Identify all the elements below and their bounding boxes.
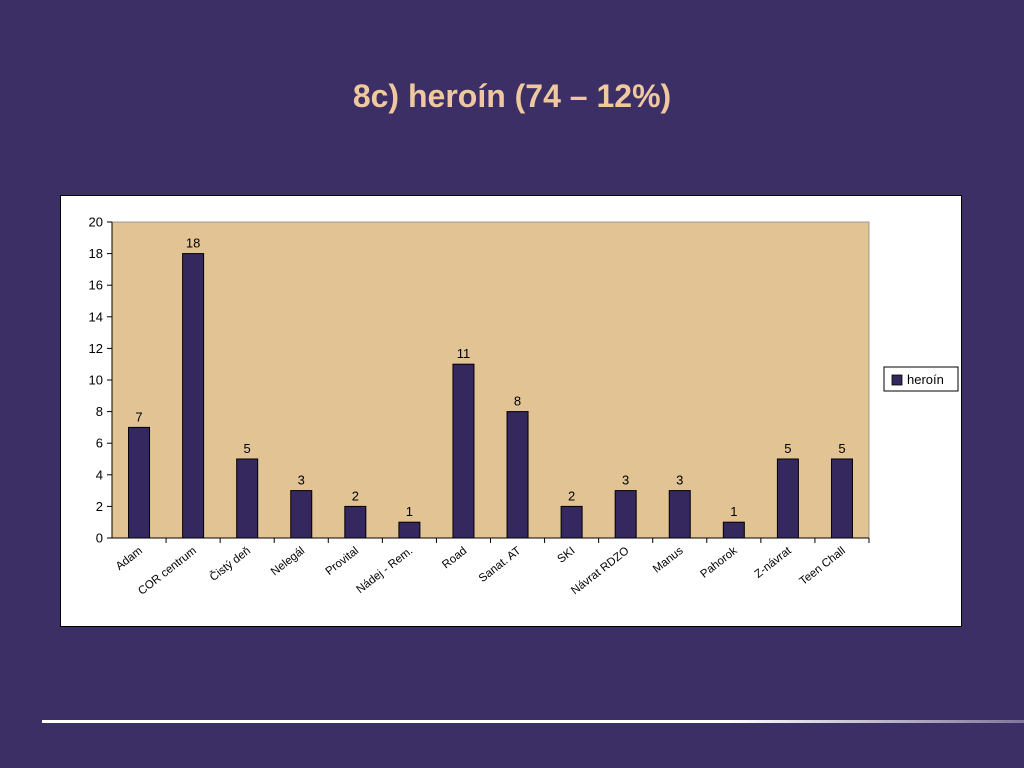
x-tick-label: Provital (324, 545, 362, 578)
bar (506, 411, 529, 539)
y-tick-label: 20 (89, 215, 103, 230)
x-tick-label: Návrat RDZO (569, 545, 631, 597)
x-tick-label: Z-návrat (753, 544, 795, 580)
data-label: 18 (186, 236, 200, 251)
y-tick-label: 14 (89, 309, 103, 324)
data-label: 5 (838, 441, 845, 456)
x-tick-label: Pahorok (699, 545, 740, 581)
data-label: 5 (784, 441, 791, 456)
data-label: 11 (457, 346, 471, 361)
data-label: 1 (730, 504, 737, 519)
data-label: 5 (244, 441, 251, 456)
bar (344, 505, 367, 539)
bar (560, 505, 583, 539)
y-tick-label: 12 (89, 341, 103, 356)
bar (722, 521, 745, 539)
data-label: 3 (622, 473, 629, 488)
y-tick-label: 6 (96, 436, 103, 451)
data-label: 2 (568, 488, 575, 503)
bar (776, 458, 799, 539)
y-tick-label: 18 (89, 246, 103, 261)
y-tick-label: 0 (96, 531, 103, 546)
bar (182, 253, 205, 539)
bar (398, 521, 421, 539)
legend: heroín (883, 366, 959, 392)
x-tick-label: Nelegál (269, 545, 307, 578)
x-tick-label: Čistý deň (207, 544, 253, 584)
x-tick-label: Sanat. AT (477, 545, 524, 585)
bar (290, 490, 313, 539)
legend-label: heroín (907, 372, 944, 387)
bar (236, 458, 259, 539)
x-tick-label: SKI (555, 545, 577, 566)
slide-title: 8c) heroín (74 – 12%) (352, 78, 672, 114)
bar (668, 490, 691, 539)
bar (452, 363, 475, 539)
data-label: 8 (514, 394, 521, 409)
data-label: 3 (298, 473, 305, 488)
x-tick-label: Nádej - Rem. (354, 545, 415, 596)
chart-container: 7 18 5 3 2 1 11 8 2 3 3 1 5 5 0 2 4 6 8 10 12 14 16 18 20 Adam C… (60, 195, 962, 627)
x-tick-label: Manus (651, 545, 686, 576)
y-tick-label: 10 (89, 373, 103, 388)
data-label: 2 (352, 488, 359, 503)
x-tick-label: Teen Chall (798, 545, 848, 588)
y-tick-label: 2 (96, 499, 103, 514)
y-tick-label: 16 (89, 278, 103, 293)
x-tick-label: COR centrum (136, 545, 199, 598)
footer-divider (42, 720, 1024, 723)
bar (830, 458, 853, 539)
x-tick-label: Road (440, 545, 469, 571)
y-tick-label: 8 (96, 404, 103, 419)
bar (614, 490, 637, 539)
plot-area (111, 221, 870, 539)
legend-swatch (891, 374, 903, 386)
data-label: 3 (676, 473, 683, 488)
bars (128, 253, 853, 539)
bar (128, 426, 151, 539)
data-label: 1 (406, 504, 413, 519)
y-tick-label: 4 (96, 467, 103, 482)
y-ticks: 0 2 4 6 8 10 12 14 16 18 20 (89, 215, 112, 546)
data-label: 7 (135, 409, 142, 424)
x-tick-label: Adam (114, 545, 145, 573)
